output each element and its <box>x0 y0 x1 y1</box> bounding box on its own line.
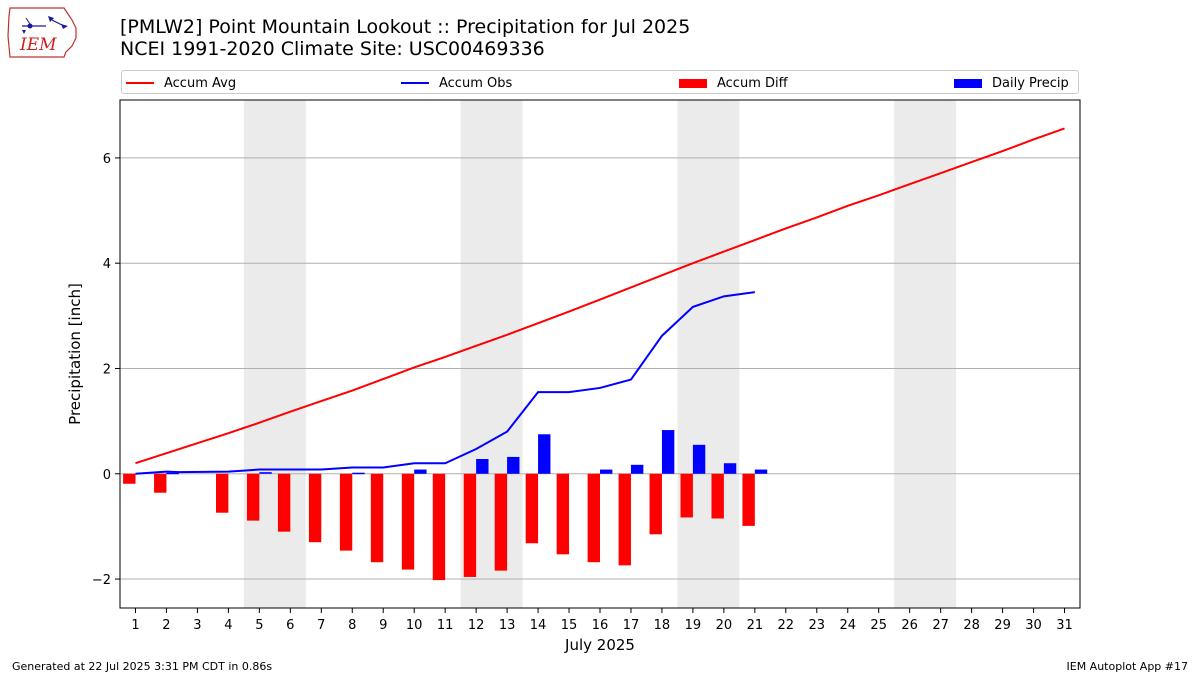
accum-diff-bar-day-10 <box>401 473 415 570</box>
accum-diff-bar-day-13 <box>494 473 508 571</box>
accum-diff-bar-day-9 <box>370 473 384 563</box>
daily-precip-bar-day-19 <box>692 444 706 474</box>
x-tick-label: 2 <box>162 618 170 633</box>
legend-item-accum-obs: Accum Obs <box>401 74 512 92</box>
x-tick-label: 8 <box>348 618 356 633</box>
legend-swatch-daily-precip <box>954 78 982 88</box>
y-tick-label: 6 <box>103 152 111 167</box>
accum-diff-bar-day-6 <box>277 473 291 532</box>
legend-item-accum-avg: Accum Avg <box>126 74 236 92</box>
x-tick-label: 3 <box>193 618 201 633</box>
legend-swatch-accum-obs <box>401 82 429 84</box>
x-tick-label: 20 <box>716 618 733 633</box>
accum-obs-line <box>135 291 755 475</box>
x-tick-label: 30 <box>1025 618 1042 633</box>
legend-label-accum-avg: Accum Avg <box>164 75 237 91</box>
x-tick-label: 28 <box>963 618 980 633</box>
accum-diff-bar-day-5 <box>246 473 260 521</box>
weekend-shade-4 <box>894 100 957 608</box>
x-tick-label: 15 <box>561 618 578 633</box>
x-tick-label: 7 <box>317 618 325 633</box>
x-tick-label: 9 <box>379 618 387 633</box>
daily-precip-bar-day-8 <box>352 472 365 475</box>
legend-label-daily-precip: Daily Precip <box>992 75 1069 91</box>
generated-note: Generated at 22 Jul 2025 3:31 PM CDT in … <box>12 660 273 673</box>
x-tick-label: 12 <box>468 618 485 633</box>
accum-diff-bar-day-15 <box>556 473 570 555</box>
logo-text: IEM <box>19 35 57 55</box>
x-tick-label: 19 <box>685 618 702 633</box>
legend-item-accum-diff: Accum Diff <box>679 74 788 92</box>
daily-precip-bar-day-5 <box>259 472 272 474</box>
x-tick-label: 10 <box>406 618 423 633</box>
accum-diff-bar-day-8 <box>339 473 353 551</box>
daily-precip-bar-day-2 <box>166 472 179 475</box>
y-tick-label: −2 <box>92 573 111 588</box>
x-tick-label: 26 <box>901 618 918 633</box>
y-axis-label: Precipitation [inch] <box>66 283 84 425</box>
x-tick-label: 17 <box>623 618 640 633</box>
weekend-shade-1 <box>243 100 306 608</box>
legend: Accum Avg Accum Obs Accum Diff Daily Pre… <box>121 70 1079 94</box>
legend-item-daily-precip: Daily Precip <box>954 74 1069 92</box>
accum-diff-bar-day-20 <box>711 473 724 519</box>
x-tick-label: 16 <box>592 618 609 633</box>
accum-diff-bar-day-2 <box>154 473 167 493</box>
legend-swatch-accum-avg <box>126 82 154 84</box>
accum-diff-bar-day-18 <box>649 473 662 535</box>
x-tick-label: 11 <box>437 618 454 633</box>
x-tick-label: 22 <box>778 618 795 633</box>
y-tick-label: 2 <box>103 362 111 377</box>
legend-label-accum-obs: Accum Obs <box>439 75 513 91</box>
x-tick-label: 14 <box>530 618 547 633</box>
title-line-1: [PMLW2] Point Mountain Lookout :: Precip… <box>120 16 691 38</box>
legend-label-accum-diff: Accum Diff <box>717 75 788 91</box>
accum-diff-bar-day-12 <box>463 473 477 577</box>
x-tick-label: 4 <box>224 618 232 633</box>
x-tick-label: 21 <box>747 618 764 633</box>
daily-precip-bar-day-13 <box>507 456 520 474</box>
accum-diff-bar-day-21 <box>742 473 755 526</box>
chart-title: [PMLW2] Point Mountain Lookout :: Precip… <box>120 16 690 60</box>
x-tick-label: 31 <box>1056 618 1073 633</box>
daily-precip-bar-day-16 <box>600 469 613 474</box>
daily-precip-bar-day-21 <box>754 469 768 474</box>
x-tick-label: 13 <box>499 618 516 633</box>
accum-diff-bar-day-17 <box>618 473 631 566</box>
accum-diff-bar-day-19 <box>680 473 693 518</box>
daily-precip-bar-day-18 <box>661 430 675 474</box>
title-line-2: NCEI 1991-2020 Climate Site: USC00469336 <box>120 38 545 60</box>
daily-precip-bar-day-12 <box>476 459 489 474</box>
iem-logo: IEM <box>6 6 82 58</box>
x-tick-label: 6 <box>286 618 294 633</box>
accum-diff-bar-day-7 <box>308 473 322 543</box>
daily-precip-bar-day-10 <box>414 469 427 474</box>
legend-swatch-accum-diff <box>679 78 707 88</box>
accum-diff-bar-day-16 <box>587 473 600 563</box>
accum-diff-bar-day-1 <box>123 473 136 484</box>
accum-diff-bar-day-4 <box>216 473 229 513</box>
x-tick-label: 27 <box>932 618 949 633</box>
accum-avg-line <box>135 127 1065 465</box>
x-tick-label: 29 <box>994 618 1011 633</box>
app-label: IEM Autoplot App #17 <box>1066 660 1189 673</box>
x-tick-label: 24 <box>839 618 856 633</box>
daily-precip-bar-day-17 <box>630 464 644 474</box>
accum-diff-bar-day-14 <box>525 473 539 544</box>
x-tick-label: 18 <box>654 618 671 633</box>
x-axis-label: July 2025 <box>564 636 635 654</box>
y-tick-label: 4 <box>103 257 111 272</box>
weekend-shade-3 <box>677 100 740 608</box>
x-tick-label: 23 <box>809 618 826 633</box>
x-tick-label: 5 <box>255 618 263 633</box>
iem-logo-graphic: IEM <box>7 7 77 58</box>
daily-precip-bar-day-14 <box>538 434 551 474</box>
x-tick-label: 1 <box>131 618 139 633</box>
accum-diff-bar-day-11 <box>432 473 446 581</box>
daily-precip-bar-day-20 <box>723 463 737 474</box>
y-tick-label: 0 <box>103 468 111 483</box>
x-tick-label: 25 <box>870 618 887 633</box>
